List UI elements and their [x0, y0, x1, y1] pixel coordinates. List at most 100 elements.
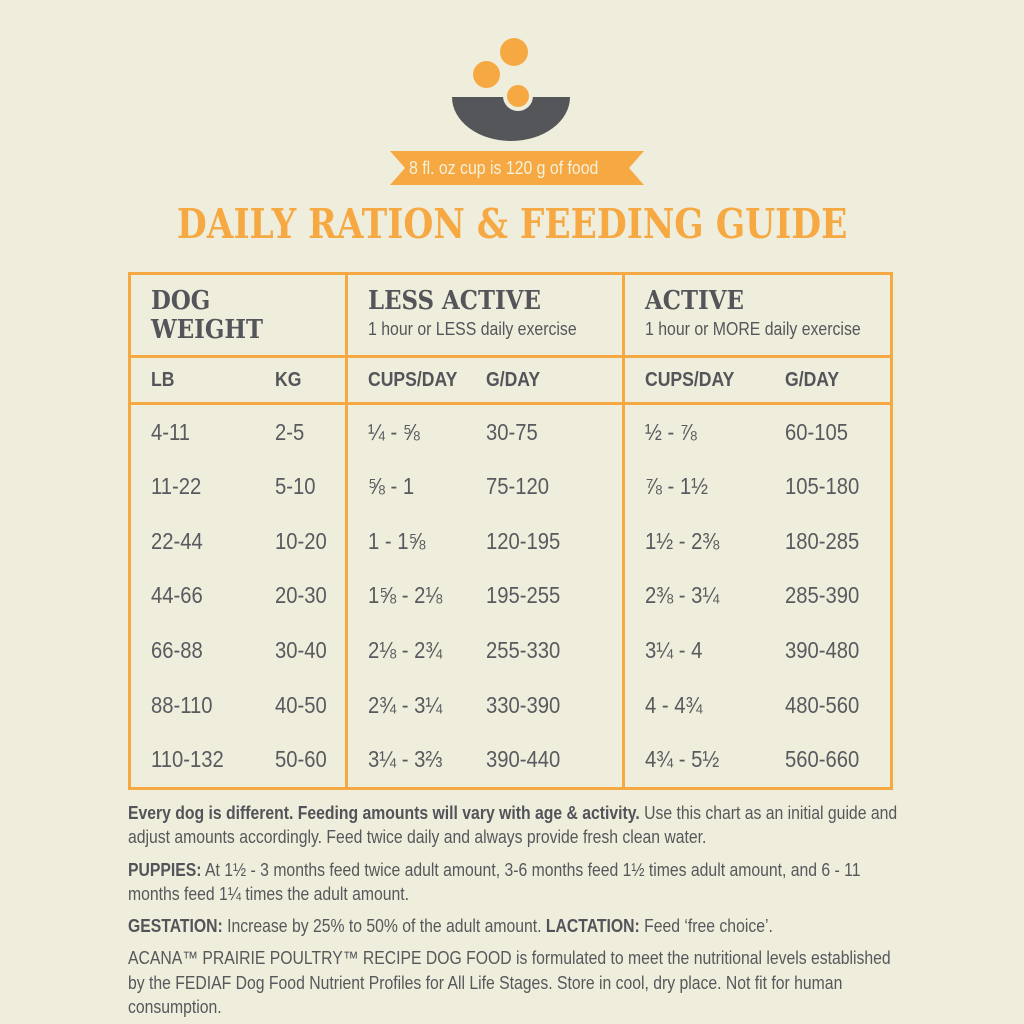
column-header-lb: LB — [151, 369, 275, 392]
table-cell-text: 1½ - 2⅜ — [644, 527, 720, 554]
table-body-less-active: ¼ - ⅝ 30-75 ⅝ - 1 75-120 1 - 1⅝ 120-195 1⅝ - 2… — [348, 405, 622, 787]
table-cell-text: ½ - ⅞ — [644, 418, 697, 445]
table-cell-text: 60-105 — [784, 418, 848, 445]
table-cell: 3¼ - 4 — [645, 637, 785, 664]
table-row: 4¾ - 5½ 560-660 — [625, 732, 890, 787]
table-cell: 195-255 — [486, 582, 622, 609]
column-header-g-day: G/DAY — [785, 369, 890, 392]
column-header-label: KG — [275, 368, 302, 391]
note-text: Use this chart as an initial guide and a… — [128, 803, 898, 848]
group-title-text: LESS ACTIVE — [367, 286, 541, 316]
note-bold-text: Every dog is different. Feeding amounts … — [128, 803, 640, 823]
table-body-dog-weight: 4-11 2-5 11-22 5-10 22-44 10-20 44-66 20-30 66-8… — [131, 405, 345, 787]
table-cell: 40-50 — [275, 692, 345, 719]
table-cell: 66-88 — [151, 637, 275, 664]
table-cell-text: 4 - 4¾ — [644, 691, 703, 718]
table-row: 3¼ - 4 390-480 — [625, 623, 890, 678]
table-cell-text: 390-480 — [784, 637, 860, 664]
table-cell: 480-560 — [785, 692, 890, 719]
note-bold-text: PUPPIES: — [128, 859, 202, 880]
table-cell-text: 20-30 — [275, 582, 327, 609]
table-cell: ½ - ⅞ — [645, 419, 785, 446]
table-cell: ⅞ - 1½ — [645, 473, 785, 500]
table-cell-text: 2⅛ - 2¾ — [367, 637, 443, 664]
table-cell-text: 255-330 — [485, 637, 561, 664]
table-cell-text: 30-40 — [275, 637, 327, 664]
table-row: ⅝ - 1 75-120 — [348, 460, 622, 515]
table-row: ⅞ - 1½ 105-180 — [625, 460, 890, 515]
feeding-table: DOG WEIGHT LB KG 4-11 2-5 11-22 5-10 22-44 10… — [128, 272, 893, 790]
table-cell-text: 285-390 — [784, 582, 860, 609]
table-row: 88-110 40-50 — [131, 678, 345, 733]
note-paragraph: Every dog is different. Feeding amounts … — [128, 801, 902, 850]
table-row: 2⅛ - 2¾ 255-330 — [348, 623, 622, 678]
table-cell: 20-30 — [275, 582, 345, 609]
table-cell: 30-40 — [275, 637, 345, 664]
table-cell-text: 560-660 — [784, 746, 860, 773]
table-cell: 22-44 — [151, 528, 275, 555]
table-cell: 1½ - 2⅜ — [645, 528, 785, 555]
table-cell: 44-66 — [151, 582, 275, 609]
table-row: 11-22 5-10 — [131, 460, 345, 515]
table-group-active: ACTIVE 1 hour or MORE daily exercise CUP… — [621, 275, 890, 787]
table-row: 44-66 20-30 — [131, 569, 345, 624]
group-title-text: ACTIVE — [644, 286, 744, 316]
table-cell-text: 2⅜ - 3¼ — [644, 582, 720, 609]
table-cell: 60-105 — [785, 419, 890, 446]
table-cell: 120-195 — [486, 528, 622, 555]
note-bold-text: LACTATION: — [545, 916, 640, 937]
table-cell-text: 1⅝ - 2⅛ — [367, 582, 443, 609]
table-row: 3¼ - 3⅔ 390-440 — [348, 732, 622, 787]
table-row: ¼ - ⅝ 30-75 — [348, 405, 622, 460]
table-cell: 2¾ - 3¼ — [368, 692, 486, 719]
table-cell-text: 11-22 — [151, 473, 202, 500]
table-cell-text: 110-132 — [151, 746, 224, 773]
table-cell: 75-120 — [486, 473, 622, 500]
group-subtitle-text: 1 hour or LESS daily exercise — [367, 319, 577, 340]
note-text: At 1½ - 3 months feed twice adult amount… — [128, 859, 861, 904]
column-header-label: LB — [151, 368, 175, 391]
table-cell: 1 - 1⅝ — [368, 528, 486, 555]
column-header-g-day: G/DAY — [486, 369, 622, 392]
ribbon-label: 8 fl. oz cup is 120 g of food — [409, 157, 599, 178]
table-cell-text: 1 - 1⅝ — [367, 527, 426, 554]
table-cell: 11-22 — [151, 473, 275, 500]
table-cell-text: 5-10 — [275, 473, 316, 500]
note-text: Feed ‘free choice’. — [639, 916, 773, 937]
group-subtitle: 1 hour or MORE daily exercise — [645, 319, 890, 340]
table-cell: 2-5 — [275, 419, 345, 446]
table-cell: 105-180 — [785, 473, 890, 500]
column-headers: CUPS/DAY G/DAY — [624, 358, 890, 405]
column-header-label: CUPS/DAY — [367, 368, 458, 391]
ribbon-banner: 8 fl. oz cup is 120 g of food — [390, 151, 644, 185]
column-header-label: CUPS/DAY — [644, 368, 735, 391]
table-group-less-active: LESS ACTIVE 1 hour or LESS daily exercis… — [344, 275, 622, 787]
table-cell-text: 4-11 — [151, 418, 191, 445]
table-cell: 4¾ - 5½ — [645, 746, 785, 773]
table-cell-text: 2¾ - 3¼ — [367, 691, 443, 718]
table-cell-text: 195-255 — [485, 582, 561, 609]
table-cell-text: 105-180 — [784, 473, 860, 500]
table-cell: 30-75 — [486, 419, 622, 446]
table-cell: 560-660 — [785, 746, 890, 773]
table-cell-text: 66-88 — [151, 637, 203, 664]
table-row: ½ - ⅞ 60-105 — [625, 405, 890, 460]
table-cell: 390-440 — [486, 746, 622, 773]
table-cell: 285-390 — [785, 582, 890, 609]
column-header-label: G/DAY — [784, 368, 840, 391]
page-title: DAILY RATION & FEEDING GUIDE — [0, 201, 1024, 247]
table-cell-text: 88-110 — [151, 691, 213, 718]
kibble-icon — [503, 81, 533, 111]
column-header-cups-day: CUPS/DAY — [368, 369, 486, 392]
table-cell-text: 2-5 — [275, 418, 305, 445]
table-cell-text: 75-120 — [485, 473, 549, 500]
table-cell-text: 120-195 — [485, 527, 561, 554]
group-header-less-active: LESS ACTIVE 1 hour or LESS daily exercis… — [347, 275, 622, 358]
note-paragraph: GESTATION: Increase by 25% to 50% of the… — [128, 914, 902, 938]
table-cell-text: 180-285 — [784, 527, 860, 554]
table-cell-text: 10-20 — [275, 527, 327, 554]
table-row: 1 - 1⅝ 120-195 — [348, 514, 622, 569]
table-cell-text: 44-66 — [151, 582, 203, 609]
table-cell: 180-285 — [785, 528, 890, 555]
table-cell: 10-20 — [275, 528, 345, 555]
